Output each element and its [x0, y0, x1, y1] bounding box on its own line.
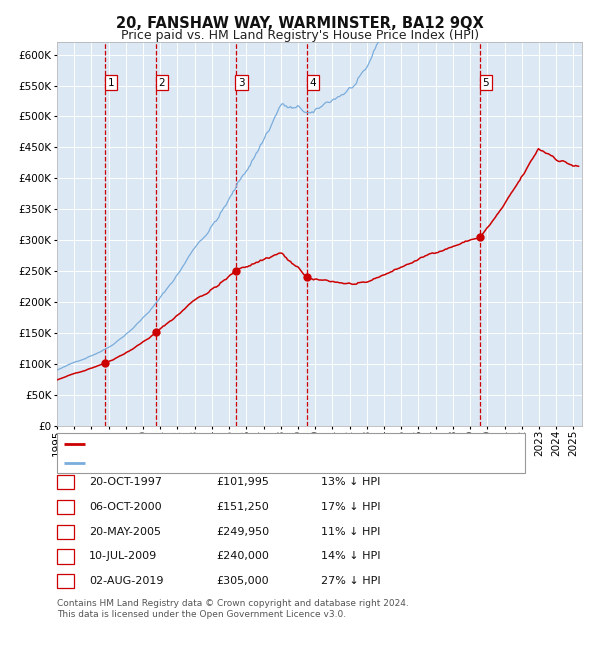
- Text: 20, FANSHAW WAY, WARMINSTER, BA12 9QX: 20, FANSHAW WAY, WARMINSTER, BA12 9QX: [116, 16, 484, 31]
- Text: 17% ↓ HPI: 17% ↓ HPI: [321, 502, 380, 512]
- Text: HPI: Average price, detached house, Wiltshire: HPI: Average price, detached house, Wilt…: [90, 458, 345, 468]
- Text: 14% ↓ HPI: 14% ↓ HPI: [321, 551, 380, 562]
- Text: 2: 2: [62, 502, 69, 512]
- Text: 5: 5: [62, 576, 69, 586]
- Text: 4: 4: [62, 551, 69, 562]
- Text: Price paid vs. HM Land Registry's House Price Index (HPI): Price paid vs. HM Land Registry's House …: [121, 29, 479, 42]
- Text: 27% ↓ HPI: 27% ↓ HPI: [321, 576, 380, 586]
- Text: 20-MAY-2005: 20-MAY-2005: [89, 526, 161, 537]
- Text: 13% ↓ HPI: 13% ↓ HPI: [321, 477, 380, 488]
- Text: This data is licensed under the Open Government Licence v3.0.: This data is licensed under the Open Gov…: [57, 610, 346, 619]
- Text: 20, FANSHAW WAY, WARMINSTER, BA12 9QX (detached house): 20, FANSHAW WAY, WARMINSTER, BA12 9QX (d…: [90, 439, 441, 449]
- Text: 06-OCT-2000: 06-OCT-2000: [89, 502, 161, 512]
- Text: £240,000: £240,000: [216, 551, 269, 562]
- Text: 20-OCT-1997: 20-OCT-1997: [89, 477, 162, 488]
- Text: 11% ↓ HPI: 11% ↓ HPI: [321, 526, 380, 537]
- Text: 02-AUG-2019: 02-AUG-2019: [89, 576, 163, 586]
- Text: Contains HM Land Registry data © Crown copyright and database right 2024.: Contains HM Land Registry data © Crown c…: [57, 599, 409, 608]
- Text: 3: 3: [62, 526, 69, 537]
- Text: £249,950: £249,950: [216, 526, 269, 537]
- Text: 4: 4: [310, 77, 316, 88]
- Text: £101,995: £101,995: [216, 477, 269, 488]
- Text: 1: 1: [108, 77, 115, 88]
- Text: 10-JUL-2009: 10-JUL-2009: [89, 551, 157, 562]
- Text: 2: 2: [159, 77, 166, 88]
- Text: £305,000: £305,000: [216, 576, 269, 586]
- Text: 1: 1: [62, 477, 69, 488]
- Text: 3: 3: [238, 77, 245, 88]
- Text: £151,250: £151,250: [216, 502, 269, 512]
- Text: 5: 5: [482, 77, 490, 88]
